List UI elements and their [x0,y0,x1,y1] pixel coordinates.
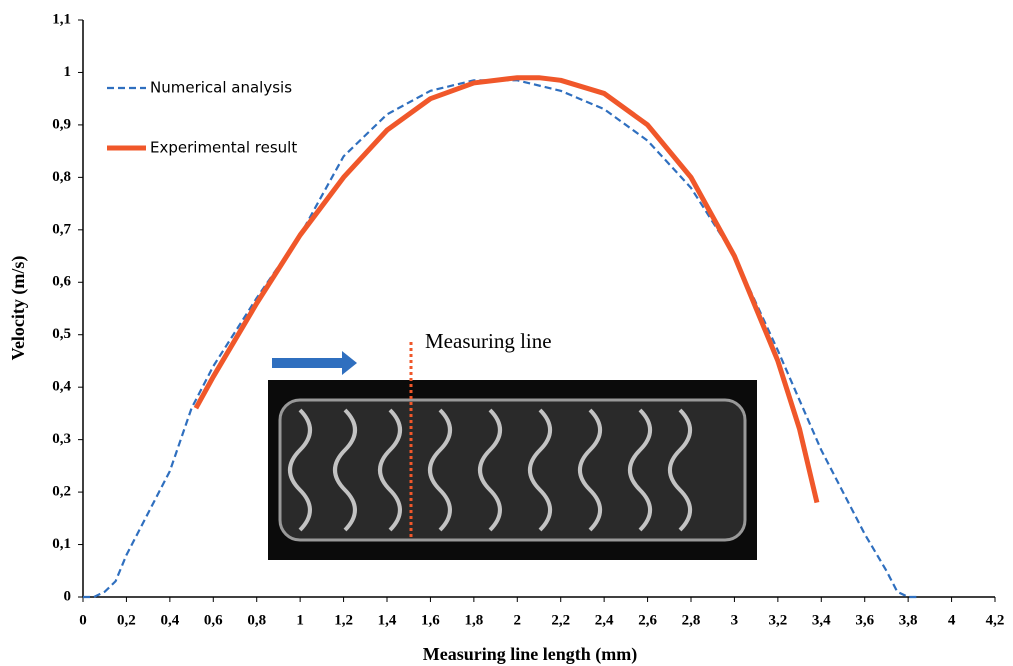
y-tick-label: 0,6 [52,274,71,290]
x-tick-label: 1,6 [421,612,440,628]
series-line [193,75,820,504]
x-tick-label: 2 [514,612,522,628]
x-tick-label: 2,8 [682,612,701,628]
x-tick-label: 0,8 [247,612,266,628]
x-axis-label: Measuring line length (mm) [423,644,637,665]
x-tick-label: 2,2 [551,612,570,628]
x-tick-label: 1 [296,612,304,628]
x-tick-label: 3,2 [768,612,787,628]
x-tick-label: 3,8 [899,612,918,628]
x-tick-label: 4 [948,612,956,628]
x-tick-label: 0,4 [160,612,179,628]
x-tick-label: 1,2 [334,612,353,628]
y-tick-label: 0 [64,588,72,604]
y-tick-label: 0,5 [52,326,71,342]
annotation: Measuring line [425,329,552,353]
legend-label: Experimental result [150,139,297,157]
x-tick-label: 0,6 [204,612,223,628]
y-tick-label: 1,1 [52,11,71,27]
x-tick-label: 1,4 [378,612,397,628]
y-tick-label: 0,7 [52,221,71,237]
x-tick-label: 3,4 [812,612,831,628]
y-axis-label: Velocity (m/s) [8,256,29,361]
legend-label: Numerical analysis [150,79,292,97]
x-tick-label: 0 [79,612,87,628]
y-tick-label: 0,2 [52,484,71,500]
y-tick-label: 0,8 [52,169,71,185]
x-tick-label: 4,2 [986,612,1005,628]
inset-photo [268,342,757,560]
y-tick-label: 0,3 [52,431,71,447]
y-tick-label: 0,1 [52,536,71,552]
x-tick-label: 2,6 [638,612,657,628]
x-tick-label: 0,2 [117,612,136,628]
y-tick-label: 1 [64,64,72,80]
series-line [83,79,919,599]
x-tick-label: 3,6 [855,612,874,628]
y-tick-label: 0,9 [52,116,71,132]
x-tick-label: 3 [731,612,739,628]
x-tick-label: 1,8 [464,612,483,628]
y-tick-label: 0,4 [52,379,71,395]
x-tick-label: 2,4 [595,612,614,628]
